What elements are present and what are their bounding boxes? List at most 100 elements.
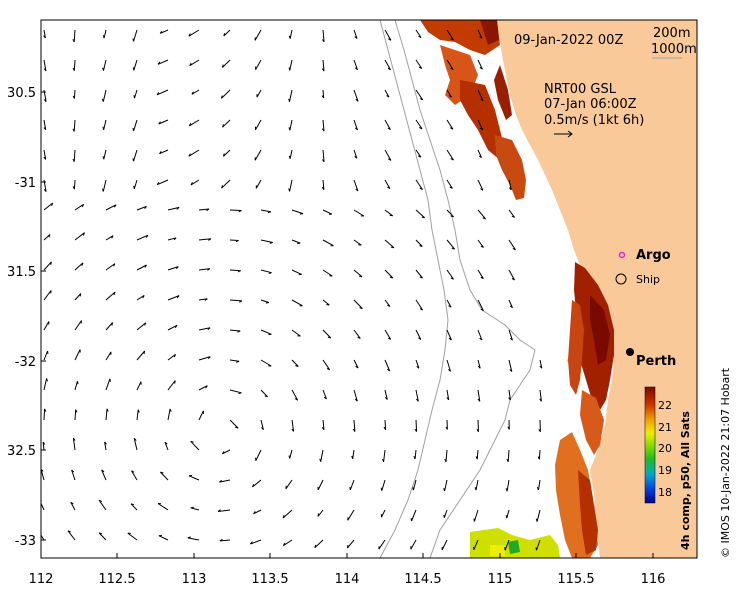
current-vector-head xyxy=(222,124,224,128)
current-vector-head xyxy=(72,186,75,190)
current-vector-head xyxy=(111,235,114,239)
current-vector xyxy=(190,507,200,511)
perth-marker-icon xyxy=(626,348,634,356)
current-vector xyxy=(101,469,107,481)
current-vector-head xyxy=(476,428,479,432)
current-vector xyxy=(255,119,262,131)
current-vector xyxy=(167,353,176,361)
current-vector-head xyxy=(81,204,85,208)
current-vector xyxy=(537,479,541,491)
current-vector xyxy=(477,419,479,432)
current-vector-head xyxy=(235,426,239,429)
current-vector xyxy=(159,149,169,155)
current-vector-head xyxy=(288,67,291,71)
sst-patch-perth xyxy=(568,262,614,455)
current-vector xyxy=(314,539,324,549)
current-vector-head xyxy=(219,538,223,542)
current-vector xyxy=(260,329,272,335)
y-tick-label: -32 xyxy=(15,355,36,370)
current-vector-head xyxy=(111,322,114,326)
current-vector xyxy=(353,59,358,70)
current-vector-head xyxy=(159,151,162,154)
current-vector-head xyxy=(221,185,223,189)
current-vector xyxy=(43,29,46,39)
current-vector-head xyxy=(511,277,515,281)
current-vector xyxy=(256,89,262,98)
current-vector-head xyxy=(102,35,105,39)
current-vector-head xyxy=(43,156,47,160)
current-vector-head xyxy=(217,509,221,512)
current-vector-head xyxy=(282,542,286,546)
current-vector-head xyxy=(235,240,239,243)
current-vector-head xyxy=(326,368,330,371)
current-vector-head xyxy=(265,302,269,304)
current-vector-head xyxy=(72,158,75,162)
plot-frame xyxy=(40,19,698,559)
current-vector xyxy=(102,179,107,192)
current-vector-head xyxy=(144,264,147,268)
current-vector-head xyxy=(477,398,481,402)
current-vector-head xyxy=(220,95,223,99)
current-vector xyxy=(322,389,327,400)
current-vector-head xyxy=(450,67,454,70)
current-vector-head xyxy=(505,514,508,519)
current-vector-head xyxy=(387,337,391,340)
current-vector xyxy=(473,509,479,522)
current-vector xyxy=(508,299,513,308)
current-vector xyxy=(381,509,386,518)
current-vector-head xyxy=(133,437,137,441)
current-vector-head xyxy=(359,307,363,310)
current-vector-head xyxy=(79,293,82,297)
current-vector-head xyxy=(98,532,103,535)
current-vector xyxy=(506,509,510,519)
current-vector xyxy=(384,269,394,279)
current-vector xyxy=(289,449,293,459)
contour-200m xyxy=(394,20,536,558)
current-vector xyxy=(105,204,117,211)
current-vector-head xyxy=(443,487,446,492)
current-vector xyxy=(72,438,76,451)
current-vector xyxy=(73,89,76,99)
current-vector-head xyxy=(327,336,331,339)
current-vector-head xyxy=(260,427,264,431)
current-vector xyxy=(411,509,417,522)
current-vector xyxy=(222,449,231,455)
current-vector xyxy=(133,149,138,162)
current-vector-head xyxy=(509,305,513,309)
current-vector-head xyxy=(71,469,75,473)
current-vector xyxy=(539,359,543,369)
current-vector-head xyxy=(321,159,325,163)
current-vector-head xyxy=(98,499,103,503)
colorbar-label: 4h comp, p50, All Sats xyxy=(679,411,692,550)
current-vector xyxy=(43,350,49,361)
current-vector-head xyxy=(169,408,172,412)
current-vector xyxy=(446,329,452,341)
current-vector xyxy=(167,408,171,421)
current-vector xyxy=(187,537,200,541)
current-vector xyxy=(158,119,169,125)
current-vector xyxy=(43,59,47,71)
current-vector-head xyxy=(443,514,445,518)
current-vector-head xyxy=(508,397,511,401)
current-vector xyxy=(136,350,145,361)
current-vector-head xyxy=(388,38,392,41)
current-vector xyxy=(507,449,510,462)
y-axis: 30.5 -31 31.5 -32 32.5 -33 xyxy=(7,86,46,549)
current-vector-head xyxy=(389,214,393,217)
current-vector-head xyxy=(131,470,135,473)
current-vector xyxy=(188,29,200,37)
current-vector-head xyxy=(418,337,422,340)
current-vector xyxy=(322,299,330,306)
current-vector xyxy=(443,509,448,518)
current-vector-head xyxy=(102,67,104,71)
current-vector-head xyxy=(188,153,191,157)
current-vector xyxy=(133,29,138,42)
current-vector xyxy=(98,532,107,541)
current-vector xyxy=(229,329,241,332)
current-vector-head xyxy=(506,458,509,463)
current-vector xyxy=(383,449,386,462)
current-vector xyxy=(317,479,324,491)
current-vector xyxy=(229,389,242,394)
current-vector xyxy=(384,59,391,71)
current-vector xyxy=(229,359,240,362)
